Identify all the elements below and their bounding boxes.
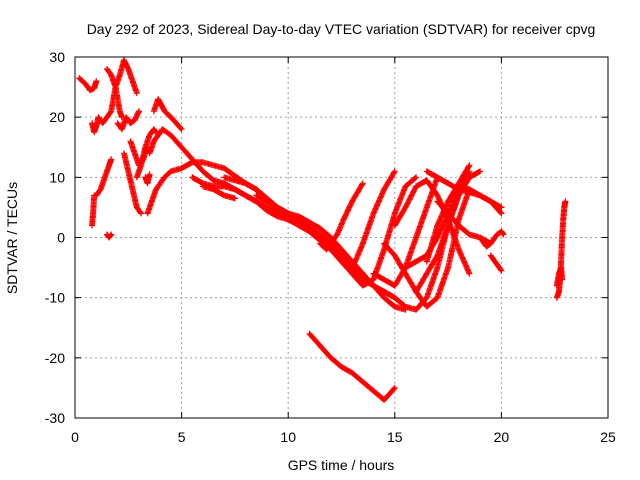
data-point-markers xyxy=(89,192,98,229)
data-point-markers xyxy=(114,108,142,133)
chart-title: Day 292 of 2023, Sidereal Day-to-day VTE… xyxy=(87,21,596,37)
series-track-05 xyxy=(104,231,115,241)
x-tick-label: 10 xyxy=(280,429,296,445)
series-track-36 xyxy=(477,228,507,250)
series-track-33 xyxy=(434,198,494,247)
data-point-markers xyxy=(150,96,185,133)
data-point-markers xyxy=(487,252,505,274)
data-point-markers xyxy=(104,57,140,97)
data-points xyxy=(76,57,569,403)
y-tick-label: -10 xyxy=(45,290,65,306)
data-point-markers xyxy=(199,183,238,202)
x-tick-label: 0 xyxy=(71,429,79,445)
x-tick-label: 5 xyxy=(178,429,186,445)
y-tick-label: -30 xyxy=(45,410,65,426)
series-track-37 xyxy=(487,252,505,274)
data-point-markers xyxy=(455,183,505,211)
y-tick-label: 30 xyxy=(49,49,65,65)
x-tick-label: 15 xyxy=(387,429,403,445)
data-point-markers xyxy=(477,228,507,250)
series-track-11 xyxy=(142,171,153,187)
grid-lines xyxy=(75,57,608,418)
x-axis-label: GPS time / hours xyxy=(288,457,395,473)
plot-frame xyxy=(74,56,609,419)
series-track-01 xyxy=(76,75,100,94)
y-tick-label: 0 xyxy=(57,230,65,246)
series-track-06 xyxy=(104,57,140,97)
y-tick-label: -20 xyxy=(45,350,65,366)
series-track-03 xyxy=(89,192,98,229)
data-point-markers xyxy=(121,150,145,217)
data-point-markers xyxy=(306,330,398,403)
series-track-35 xyxy=(455,183,505,211)
data-point-markers xyxy=(142,171,153,187)
y-tick-label: 10 xyxy=(49,169,65,185)
series-track-23 xyxy=(338,168,398,271)
data-point-markers xyxy=(553,264,566,289)
x-tick-label: 25 xyxy=(600,429,616,445)
series-track-04 xyxy=(93,156,115,199)
data-point-markers xyxy=(93,156,115,199)
series-track-10 xyxy=(133,126,159,181)
series-track-07 xyxy=(114,108,142,133)
y-axis-label: SDTVAR / TECUs xyxy=(4,182,20,294)
data-point-markers xyxy=(317,180,366,253)
y-tick-label: 20 xyxy=(49,109,65,125)
data-point-markers xyxy=(434,198,494,247)
x-tick-label: 20 xyxy=(494,429,510,445)
series-track-22 xyxy=(317,180,366,253)
series-track-16 xyxy=(199,183,238,202)
series-track-08 xyxy=(121,150,145,217)
series-track-39 xyxy=(553,264,566,289)
data-point-markers xyxy=(104,231,115,241)
data-point-markers xyxy=(338,168,398,271)
data-point-markers xyxy=(133,126,159,181)
series-track-14 xyxy=(150,96,185,133)
data-point-markers xyxy=(76,75,100,94)
series-track-21 xyxy=(306,330,398,403)
